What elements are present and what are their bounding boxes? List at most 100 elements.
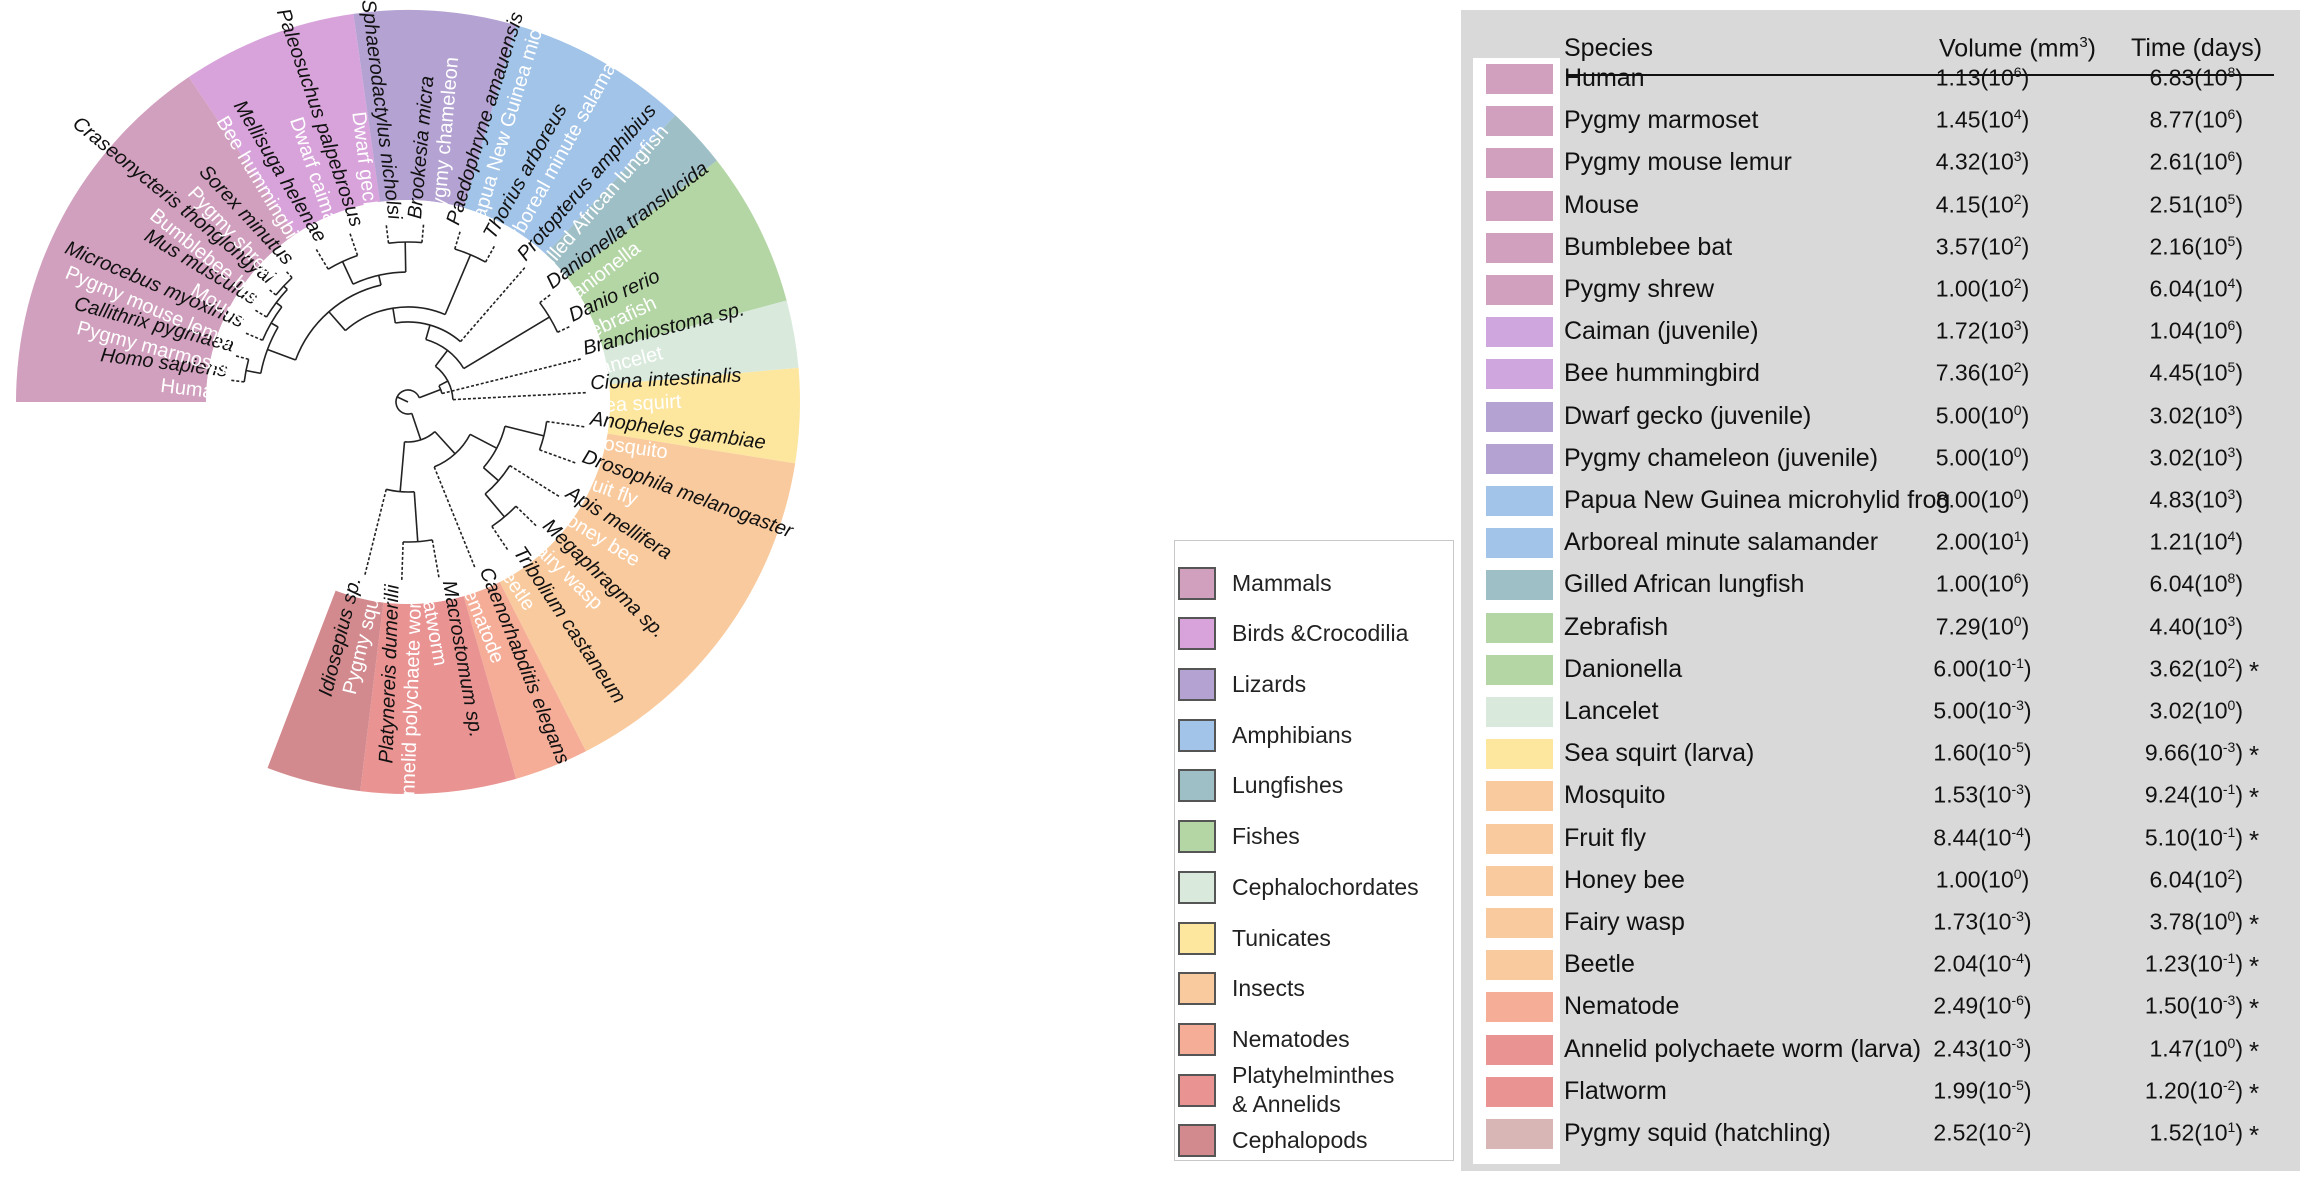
row-species: Fairy wasp [1564,908,1685,936]
row-time: 9.66(10-3) [2144,739,2243,766]
row-time: 1.47(100) [2149,1034,2243,1062]
row-species: Honey bee [1564,865,1685,894]
table-row: Lancelet 5.00(10-3) 3.02(100) [1461,691,2300,733]
legend-label: Platyhelminthes & Annelids [1232,1062,1395,1118]
branch-arc [425,338,465,369]
branch-arc [388,241,423,244]
branch-line [286,271,293,279]
branch-line [434,349,449,367]
row-time: 8.77(106) [2149,106,2243,133]
sector-birds-crocodilia [188,13,380,235]
row-species: Bumblebee bat [1564,232,1733,261]
legend-label: Mammals [1232,569,1332,596]
table-row: Caiman (juvenile) 1.72(103) 1.04(106) [1461,311,2300,353]
row-swatch [1486,823,1553,854]
table-row: Danionella 6.00(10-1) 3.62(102) * [1461,649,2300,691]
volume-header: Volume (mm3) [1939,34,2096,63]
time-header: Time (days) [2131,34,2263,62]
row-time: 1.20(10-2) [2144,1076,2243,1104]
branch-arc [484,465,511,495]
legend-item: Mammals [1175,561,1332,605]
table-row: Pygmy squid (hatchling) 2.52(10-2) 1.52(10… [1461,1113,2300,1155]
row-swatch [1486,1034,1553,1065]
row-species: Mosquito [1564,781,1666,810]
row-volume: 1.60(10-5) [1933,739,2032,766]
row-species: Lancelet [1564,697,1659,725]
row-time: 3.62(102) [2149,654,2243,682]
row-swatch [1486,148,1553,179]
table-row: Dwarf gecko (juvenile) 5.00(100) 3.02(103) [1461,396,2300,438]
row-time: 1.04(106) [2149,317,2243,344]
row-volume: 5.00(100) [1935,401,2030,429]
row-species: Danionella [1564,654,1683,683]
branch-arc [482,425,506,469]
legend-item: Insects [1175,967,1305,1011]
row-time: 3.02(100) [2149,697,2243,724]
branch-line [539,294,551,304]
legend-label: Birds &Crocodilia [1232,620,1409,647]
row-time: 4.83(103) [2149,486,2243,513]
sector-nematodes [463,581,586,779]
root-branch [396,396,409,403]
branch-line [463,316,550,370]
row-species: Nematode [1564,992,1680,1021]
legend-label: Cephalopods [1232,1127,1368,1154]
row-swatch [1486,612,1553,643]
branch-line [328,311,346,332]
legend-swatch [1178,1073,1216,1107]
row-asterisk: * [2249,824,2260,855]
row-species: Bee hummingbird [1564,359,1760,388]
branch-line [400,541,404,580]
row-asterisk: * [2249,1120,2260,1150]
row-volume: 5.00(10-3) [1933,697,2032,724]
table-row: Human 1.13(106) 6.83(108) [1461,58,2300,100]
branch-line [377,275,382,286]
branch-line [413,491,419,542]
table-row: Pygmy chameleon (juvenile) 5.00(100) 3.02(… [1461,438,2300,480]
branch-line [482,467,500,482]
branch-line [418,388,441,399]
branch-arc [259,326,279,374]
row-time: 3.02(103) [2149,401,2243,429]
branch-line [341,261,354,285]
branch-line [434,431,456,455]
row-volume: 3.57(102) [1935,232,2030,260]
branch-arc [433,433,471,468]
row-species: Caiman (juvenile) [1564,317,1759,346]
legend-label: Fishes [1232,823,1300,850]
row-swatch [1486,697,1553,727]
row-swatch [1486,1119,1553,1149]
row-swatch [1486,64,1553,94]
row-asterisk: * [2249,782,2260,813]
branch-line [267,348,296,361]
table-row: Bee hummingbird 7.36(102) 4.45(105) [1461,353,2300,395]
branch-line [269,289,277,296]
branch-line [484,493,506,518]
sector-cephalopods [267,590,384,792]
branch-line [349,233,359,256]
row-swatch [1486,443,1553,474]
row-species: Pygmy shrew [1564,275,1715,303]
sector-fishes [567,160,787,350]
table-row: Pygmy shrew 1.00(102) 6.04(104) [1461,269,2300,311]
legend-item: Nematodes [1175,1017,1350,1061]
row-species: Pygmy mouse lemur [1564,148,1792,177]
branch-arc [434,365,454,400]
row-swatch [1486,908,1553,938]
legend-swatch [1178,667,1216,701]
row-volume: 1.00(102) [1935,275,2030,302]
legend-swatch [1178,769,1216,803]
sector-tunicates [607,367,800,464]
sector-lungfishes [545,115,717,278]
legend-swatch [1178,820,1216,854]
row-volume: 2.43(10-3) [1933,1034,2032,1062]
legend-label: Lungfishes [1232,772,1344,799]
row-time: 6.83(108) [2149,64,2243,91]
branch-line [399,441,406,492]
row-volume: 2.04(10-4) [1933,950,2032,977]
branch-line [270,322,279,328]
sector-insects [499,433,796,752]
row-time: 4.40(103) [2149,612,2243,640]
row-species: Dwarf gecko (juvenile) [1564,401,1812,430]
